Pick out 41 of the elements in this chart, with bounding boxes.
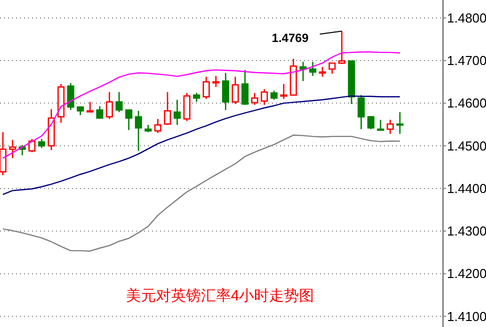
text: 美元对英镑汇率4小时走势图 bbox=[126, 288, 314, 304]
candlestick bbox=[96, 106, 104, 119]
candlestick bbox=[67, 82, 74, 111]
candlestick bbox=[134, 110, 142, 152]
candlestick bbox=[386, 119, 394, 135]
candlestick bbox=[260, 88, 268, 106]
y-tick-label: 1.4700 bbox=[447, 53, 486, 68]
candlestick bbox=[212, 75, 220, 88]
candlestick bbox=[164, 91, 172, 126]
candlestick bbox=[376, 119, 384, 131]
y-tick-label: 1.4400 bbox=[447, 180, 486, 196]
candlestick bbox=[338, 30, 346, 65]
y-tick-label: 1.4200 bbox=[447, 266, 486, 282]
candlestick bbox=[309, 61, 316, 77]
candlestick bbox=[174, 99, 181, 126]
candlestick bbox=[251, 92, 258, 106]
annotation: 1.4769 bbox=[272, 31, 309, 46]
candlestick bbox=[222, 72, 230, 111]
candlestick bbox=[154, 118, 162, 134]
candlestick bbox=[116, 91, 123, 113]
candlestick bbox=[125, 109, 132, 131]
y-tick-label: 1.4800 bbox=[447, 10, 486, 26]
candlestick bbox=[183, 92, 190, 122]
candlestick bbox=[28, 138, 36, 153]
candlestick bbox=[202, 76, 210, 100]
candlestick bbox=[0, 132, 6, 176]
candlestick bbox=[280, 83, 288, 100]
line-series bbox=[2, 95, 401, 196]
candlestick bbox=[241, 69, 249, 106]
y-tick-label: 1.4600 bbox=[447, 96, 486, 111]
candlestick bbox=[9, 139, 16, 159]
candlestick bbox=[106, 91, 113, 120]
candlestick bbox=[396, 111, 404, 135]
candlestick bbox=[358, 94, 365, 130]
y-tick-label: 1.4100 bbox=[447, 308, 486, 324]
candlestick bbox=[318, 66, 326, 78]
y-tick-label: 1.4500 bbox=[447, 138, 486, 154]
candlestick bbox=[328, 62, 336, 74]
candlestick bbox=[367, 115, 374, 130]
candlestick bbox=[232, 76, 239, 105]
y-tick-label: 1.4300 bbox=[447, 224, 486, 239]
